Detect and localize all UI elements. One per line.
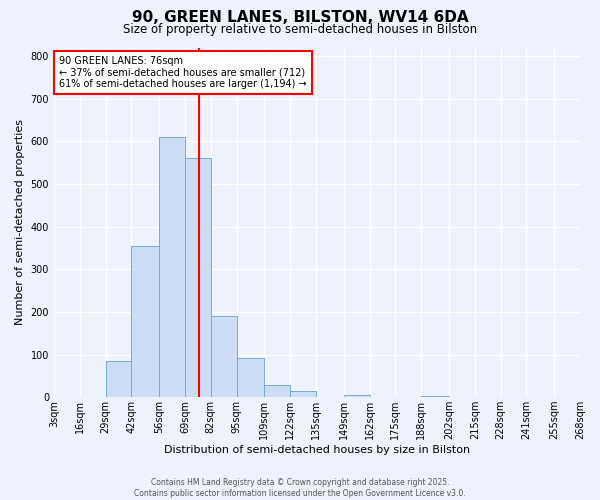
Bar [159, 137, 185, 397]
Text: Size of property relative to semi-detached houses in Bilston: Size of property relative to semi-detach… [123, 22, 477, 36]
Bar [211, 316, 236, 397]
Bar [290, 391, 316, 397]
X-axis label: Distribution of semi-detached houses by size in Bilston: Distribution of semi-detached houses by … [164, 445, 470, 455]
Bar [131, 246, 159, 397]
Bar [106, 361, 131, 397]
Bar [185, 158, 211, 397]
Y-axis label: Number of semi-detached properties: Number of semi-detached properties [15, 120, 25, 326]
Bar [421, 396, 449, 397]
Text: 90, GREEN LANES, BILSTON, WV14 6DA: 90, GREEN LANES, BILSTON, WV14 6DA [131, 10, 469, 25]
Bar [344, 395, 370, 397]
Bar [236, 358, 265, 397]
Bar [265, 385, 290, 397]
Text: Contains HM Land Registry data © Crown copyright and database right 2025.
Contai: Contains HM Land Registry data © Crown c… [134, 478, 466, 498]
Text: 90 GREEN LANES: 76sqm
← 37% of semi-detached houses are smaller (712)
61% of sem: 90 GREEN LANES: 76sqm ← 37% of semi-deta… [59, 56, 307, 90]
